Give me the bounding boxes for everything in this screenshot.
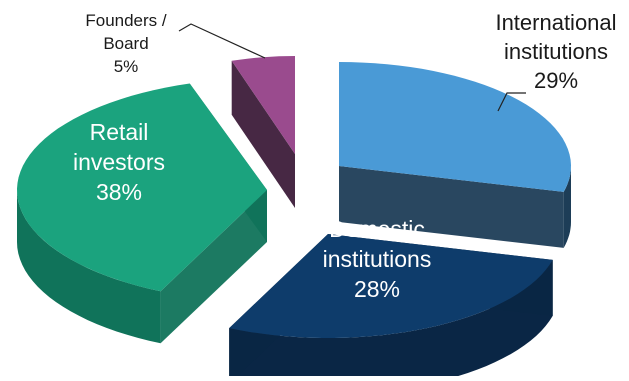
- slice-label-line: 38%: [96, 179, 142, 205]
- slice-label-line: Domestic: [329, 216, 425, 242]
- slice-side-retail: [17, 190, 161, 344]
- slice-tops: [17, 56, 571, 338]
- slice-label-line: Founders /: [85, 11, 167, 30]
- slice-label-line: 5%: [114, 57, 139, 76]
- slice-label-line: institutions: [504, 39, 608, 64]
- slice-label-founders: Founders / Board 5%: [85, 11, 167, 76]
- leader-line-intl: [497, 92, 526, 112]
- slice-label-domestic: Domestic institutions 28%: [323, 216, 432, 302]
- slice-label-line: investors: [73, 149, 165, 175]
- slice-label-line: 28%: [354, 276, 400, 302]
- slice-label-line: 29%: [534, 68, 578, 93]
- slice-label-line: Board: [103, 34, 148, 53]
- slice-wall-retail-0: [160, 190, 267, 344]
- slice-side-intl: [563, 166, 571, 248]
- slice-wall-intl-1: [339, 166, 564, 248]
- slice-label-intl: International institutions 29%: [495, 10, 616, 93]
- slice-label-retail: Retail investors 38%: [73, 119, 165, 205]
- slice-wall-founders-0: [231, 60, 295, 208]
- slice-domestic: [229, 234, 553, 338]
- leader-lines: [178, 23, 526, 112]
- slice-label-line: Retail: [90, 119, 149, 145]
- slice-label-line: International: [495, 10, 616, 35]
- slice-label-line: institutions: [323, 246, 432, 272]
- slice-retail: [17, 83, 267, 292]
- leader-line-founders: [178, 23, 266, 59]
- slice-labels: Founders / Board 5% International institutio…: [73, 10, 617, 302]
- slice-intl: [339, 62, 571, 192]
- slice-founders: [231, 56, 295, 154]
- slice-side-domestic: [229, 259, 553, 381]
